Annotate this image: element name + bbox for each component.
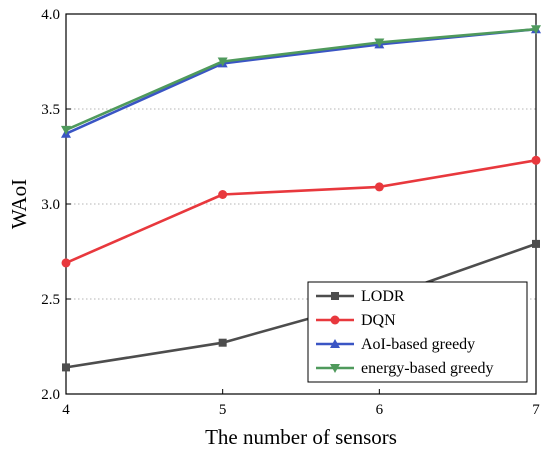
- data-point-dqn: [531, 155, 541, 165]
- x-tick-label: 7: [532, 402, 540, 418]
- x-axis-label: The number of sensors: [205, 425, 397, 449]
- series-line-energy-based-greedy: [65, 27, 537, 132]
- legend-box: [307, 281, 528, 383]
- series-line-lodr: [65, 242, 537, 369]
- data-point-dqn: [61, 258, 71, 268]
- data-point-energy-based-greedy: [217, 57, 228, 67]
- x-tick-label: 6: [376, 402, 384, 418]
- y-tick-label: 2.0: [41, 387, 60, 403]
- legend-marker-lodr: [331, 292, 339, 300]
- series-line-dqn: [65, 159, 537, 265]
- legend: LODR DQN AoI-based greedy energy-based gree…: [307, 281, 528, 383]
- data-point-energy-based-greedy: [531, 25, 541, 35]
- legend-label-lodr: LODR: [361, 288, 405, 305]
- legend-marker-aoi-based-greedy: [330, 339, 340, 348]
- x-tick-label: 5: [219, 402, 227, 418]
- y-tick-label: 3.5: [41, 102, 60, 118]
- x-axis: 4 5 6 7: [62, 389, 540, 418]
- data-point-lodr: [62, 363, 70, 372]
- y-tick-label: 3.0: [41, 197, 60, 213]
- y-tick-label: 2.5: [41, 292, 60, 308]
- data-point-lodr: [532, 239, 540, 248]
- y-axis-label: WAoI: [7, 179, 31, 229]
- y-axis: 2.0 2.5 3.0 3.5 4.0: [41, 7, 71, 403]
- legend-label-energy-based-greedy: energy-based greedy: [361, 360, 494, 377]
- y-tick-label: 4.0: [41, 7, 60, 23]
- data-point-dqn: [218, 190, 228, 199]
- series-energy-based-greedy: [61, 25, 541, 135]
- data-point-dqn: [374, 182, 384, 192]
- series-dqn: [61, 155, 541, 268]
- legend-marker-dqn: [330, 315, 340, 325]
- data-point-energy-based-greedy: [374, 38, 385, 48]
- legend-label-aoi-based-greedy: AoI-based greedy: [361, 336, 475, 353]
- legend-label-dqn: DQN: [361, 312, 396, 329]
- data-point-lodr: [218, 338, 227, 347]
- x-tick-label: 4: [62, 402, 70, 418]
- data-point-energy-based-greedy: [61, 125, 71, 135]
- legend-marker-energy-based-greedy: [330, 364, 340, 373]
